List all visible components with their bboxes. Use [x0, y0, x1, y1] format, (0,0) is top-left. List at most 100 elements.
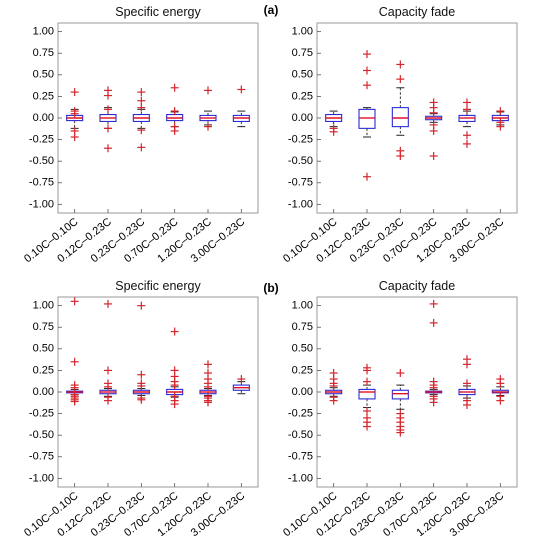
chart-title: Specific energy: [115, 5, 201, 19]
y-tick-label: 0.75: [33, 321, 54, 333]
outlier-marker: [329, 381, 338, 390]
y-tick-label: -0.75: [288, 177, 313, 189]
y-tick-label: 0.25: [292, 364, 313, 376]
panel-label-a: (a): [264, 3, 279, 17]
box-2: [99, 299, 117, 405]
outlier-marker: [70, 397, 79, 406]
y-tick-label: -0.75: [29, 177, 54, 189]
outlier-marker: [363, 81, 371, 90]
outlier-marker: [363, 66, 371, 75]
chart-title: Specific energy: [115, 279, 201, 293]
y-tick-label: -0.25: [288, 407, 313, 419]
outlier-marker: [237, 85, 246, 94]
outlier-marker: [429, 383, 438, 392]
outlier-marker: [104, 124, 112, 133]
iqr-box: [358, 388, 376, 400]
box-4: [425, 299, 443, 407]
iqr-box: [391, 389, 409, 400]
box-3: [132, 301, 150, 404]
outlier-marker: [363, 366, 371, 375]
outlier-marker: [429, 398, 438, 407]
outlier-marker: [104, 382, 112, 391]
box-6: [232, 375, 250, 395]
outlier-marker: [496, 122, 505, 131]
box-3: [391, 60, 409, 160]
iqr-box: [358, 108, 376, 129]
outlier-marker: [329, 127, 338, 136]
box-5: [458, 98, 476, 148]
box-1: [66, 88, 84, 141]
outlier-marker: [463, 105, 471, 114]
outlier-marker: [204, 382, 212, 391]
box-5: [199, 360, 217, 407]
box-1: [66, 297, 84, 406]
outlier-marker: [463, 360, 471, 369]
chart-panels: Specific energy 1.00 0.75 0.50 0.25 0.00 -0.25…: [22, 5, 518, 536]
y-tick-label: -0.50: [29, 155, 54, 167]
y-tick-label: -0.25: [29, 133, 54, 145]
outlier-marker: [329, 396, 338, 405]
plot-frame: [57, 296, 259, 488]
box-1: [325, 110, 343, 136]
outlier-marker: [363, 407, 371, 415]
outlier-marker: [70, 383, 79, 392]
y-tick-label: 0.25: [292, 90, 313, 102]
outlier-marker: [70, 133, 79, 141]
outlier-marker: [204, 122, 212, 131]
chart-b-specific-energy: Specific energy 1.00 0.75 0.50 0.25 0.00 -0.25…: [22, 279, 259, 536]
box-2: [358, 363, 376, 431]
chart-a-specific-energy: Specific energy 1.00 0.75 0.50 0.25 0.00 -0.25…: [22, 5, 259, 265]
box-5: [199, 86, 217, 131]
y-tick-label: -0.75: [288, 451, 313, 463]
outlier-marker: [104, 91, 112, 100]
y-tick-label: -0.25: [288, 133, 313, 145]
plot-frame: [57, 22, 259, 214]
outlier-marker: [463, 379, 471, 388]
outlier-marker: [363, 422, 371, 431]
y-tick-label: 0.50: [33, 343, 54, 355]
outlier-marker: [104, 105, 112, 114]
outlier-marker: [363, 377, 371, 386]
outlier-marker: [429, 318, 438, 327]
plot-frame: [316, 22, 518, 214]
y-tick-label: -0.50: [288, 429, 313, 441]
chart-title: Capacity fade: [379, 279, 455, 293]
outlier-marker: [429, 108, 438, 117]
outlier-marker: [396, 75, 405, 84]
y-tick-label: 0.75: [33, 47, 54, 59]
outlier-marker: [204, 360, 212, 369]
chart-title: Capacity fade: [379, 5, 455, 19]
outlier-marker: [104, 144, 112, 153]
y-tick-label: 1.00: [33, 300, 54, 312]
outlier-marker: [396, 60, 405, 69]
outlier-marker: [237, 375, 246, 384]
y-tick-label: 0.00: [292, 112, 313, 124]
y-tick-label: 1.00: [292, 26, 313, 38]
outlier-marker: [204, 86, 212, 95]
outlier-marker: [137, 381, 146, 390]
panel-label-b: (b): [263, 281, 278, 295]
box-3: [132, 88, 150, 152]
outlier-marker: [463, 139, 471, 148]
outlier-marker: [137, 395, 146, 404]
outlier-marker: [137, 96, 146, 105]
outlier-marker: [137, 88, 146, 97]
outlier-marker: [70, 357, 79, 366]
y-tick-label: 0.50: [292, 343, 313, 355]
outlier-marker: [396, 152, 405, 160]
outlier-marker: [70, 297, 79, 306]
y-tick-label: 0.25: [33, 364, 54, 376]
y-tick-label: -1.00: [288, 198, 313, 210]
outlier-marker: [429, 299, 438, 308]
outlier-marker: [104, 366, 112, 375]
y-tick-label: -1.00: [29, 198, 54, 210]
y-tick-label: -0.25: [29, 407, 54, 419]
plot-frame: [316, 296, 518, 488]
outlier-marker: [170, 381, 179, 390]
y-tick-label: 0.00: [33, 112, 54, 124]
outlier-marker: [429, 126, 438, 135]
outlier-marker: [496, 396, 505, 405]
outlier-marker: [463, 98, 471, 107]
y-tick-label: 0.00: [292, 386, 313, 398]
